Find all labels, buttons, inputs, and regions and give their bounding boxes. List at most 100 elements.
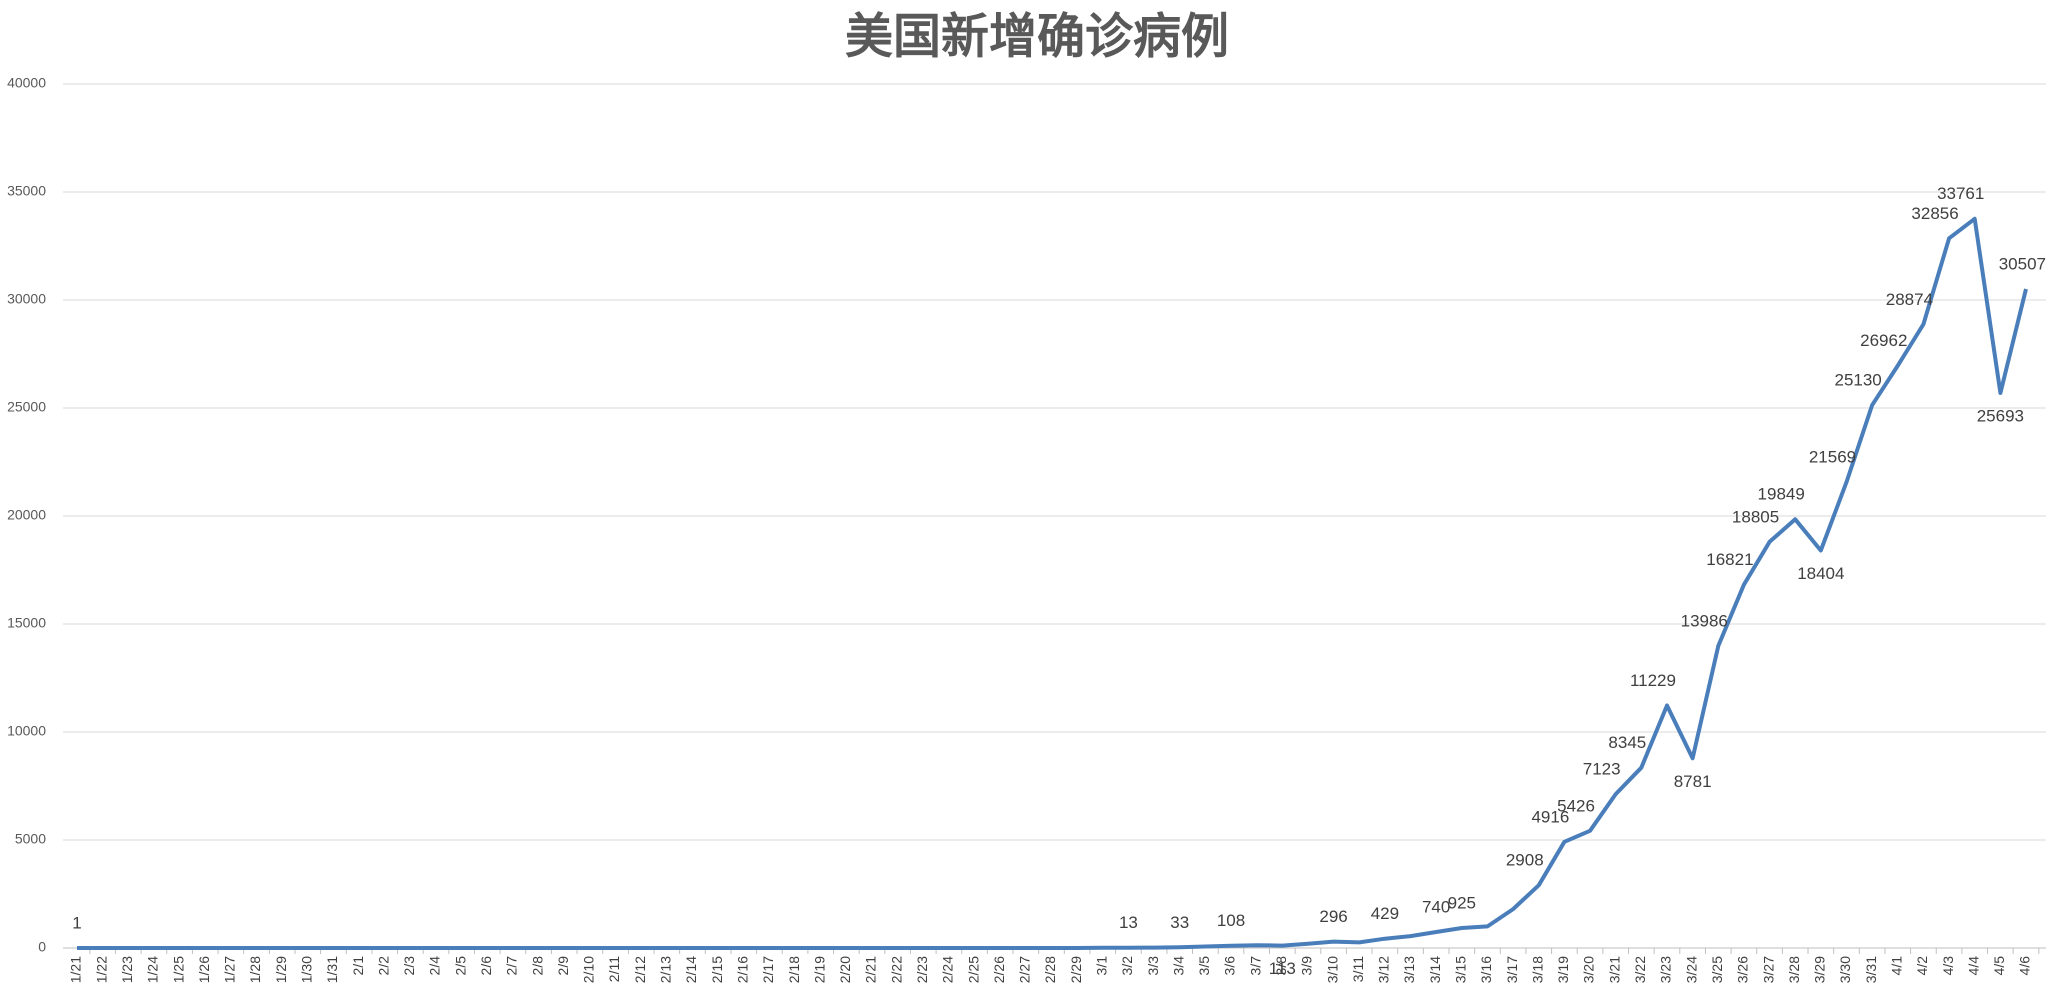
x-tick-label: 2/20 [837,956,853,983]
x-tick-label: 3/13 [1401,956,1417,983]
data-label: 25130 [1834,371,1881,390]
x-tick-label: 2/7 [504,956,520,976]
x-tick-label: 2/8 [529,956,545,976]
x-tick-label: 2/3 [401,956,417,976]
x-tick-label: 1/30 [299,956,315,983]
x-tick-label: 3/15 [1453,956,1469,983]
x-tick-label: 1/31 [324,956,340,983]
x-tick-label: 3/9 [1299,956,1315,976]
x-tick-label: 2/16 [734,956,750,983]
x-tick-label: 2/21 [863,956,879,983]
x-tick-label: 4/2 [1914,956,1930,976]
x-tick-label: 2/29 [1068,956,1084,983]
x-tick-label: 4/3 [1940,956,1956,976]
x-tick-label: 3/25 [1709,956,1725,983]
y-tick-label: 20000 [7,507,46,523]
data-label: 8345 [1608,733,1646,752]
x-tick-label: 1/24 [145,956,161,983]
x-tick-label: 4/4 [1965,956,1981,976]
x-tick-label: 1/21 [68,956,84,983]
x-tick-label: 3/10 [1324,956,1340,983]
x-tick-label: 1/29 [273,956,289,983]
x-tick-label: 2/9 [555,956,571,976]
x-tick-label: 2/4 [427,956,443,976]
data-label: 7123 [1583,760,1621,779]
y-tick-label: 25000 [7,399,46,415]
y-tick-label: 40000 [7,75,46,91]
data-label: 740 [1422,898,1450,917]
chart-title: 美国新增确诊病例 [845,9,1229,65]
x-tick-label: 3/5 [1196,956,1212,976]
data-label: 33 [1170,913,1189,932]
x-tick-label: 3/14 [1427,956,1443,983]
x-tick-label: 1/25 [170,956,186,983]
x-tick-label: 3/20 [1581,956,1597,983]
x-tick-label: 4/5 [1991,956,2007,976]
data-label: 28874 [1886,290,1933,309]
x-tick-label: 2/17 [760,956,776,983]
data-label: 4916 [1531,807,1569,826]
x-tick-label: 3/8 [1273,956,1289,976]
x-tick-label: 2/28 [1042,956,1058,983]
data-label: 33761 [1937,184,1984,203]
data-label: 925 [1448,894,1476,913]
x-tick-label: 2/2 [375,956,391,976]
x-tick-label: 2/18 [786,956,802,983]
data-label: 16821 [1706,550,1753,569]
x-tick-label: 3/26 [1735,956,1751,983]
y-tick-label: 5000 [15,831,46,847]
x-tick-label: 2/11 [606,956,622,982]
x-tick-label: 3/2 [1119,956,1135,976]
x-tick-label: 2/6 [478,956,494,976]
x-tick-label: 3/16 [1478,956,1494,983]
data-label: 18805 [1732,507,1779,526]
data-label: 19849 [1758,485,1805,504]
x-tick-label: 4/1 [1888,956,1904,976]
data-label: 108 [1217,911,1245,930]
y-tick-label: 0 [38,939,46,955]
data-label: 11229 [1630,671,1676,690]
y-tick-label: 10000 [7,723,46,739]
x-tick-label: 2/10 [581,956,597,983]
x-tick-label: 3/28 [1786,956,1802,983]
x-tick-label: 2/12 [632,956,648,983]
x-tick-label: 3/27 [1760,956,1776,983]
x-tick-label: 1/23 [119,956,135,983]
data-label: 32856 [1911,204,1958,223]
x-tick-label: 3/24 [1683,956,1699,983]
y-tick-label: 30000 [7,291,46,307]
x-tick-label: 2/22 [888,956,904,983]
x-tick-label: 1/22 [93,956,109,983]
data-label: 13 [1119,913,1138,932]
data-label: 296 [1319,907,1347,926]
x-tick-label: 3/6 [1222,956,1238,976]
x-tick-label: 2/26 [991,956,1007,983]
x-tick-label: 3/31 [1863,956,1879,983]
x-tick-label: 3/18 [1529,956,1545,983]
x-tick-label: 3/30 [1837,956,1853,983]
data-label: 2908 [1506,851,1544,870]
data-label: 5426 [1557,796,1595,815]
data-label: 113 [1269,959,1296,978]
x-tick-label: 3/1 [1093,956,1109,976]
x-tick-label: 1/26 [196,956,212,983]
x-tick-label: 2/14 [683,956,699,983]
x-tick-label: 3/4 [1170,956,1186,976]
x-tick-label: 1/28 [247,956,263,983]
x-tick-label: 3/29 [1812,956,1828,983]
y-tick-label: 15000 [7,615,46,631]
data-label: 8781 [1674,772,1712,791]
data-label: 13986 [1681,611,1728,630]
data-label: 429 [1371,904,1399,923]
x-tick-label: 2/23 [914,956,930,983]
x-tick-label: 1/27 [222,956,238,983]
x-tick-label: 3/11 [1350,956,1366,982]
line [77,216,2028,950]
x-tick-label: 3/7 [1247,956,1263,976]
x-tick-label: 3/21 [1606,956,1622,983]
x-tick-label: 2/5 [452,956,468,976]
x-tick-label: 2/25 [965,956,981,983]
x-tick-label: 3/22 [1632,956,1648,983]
data-label: 18404 [1797,564,1844,583]
